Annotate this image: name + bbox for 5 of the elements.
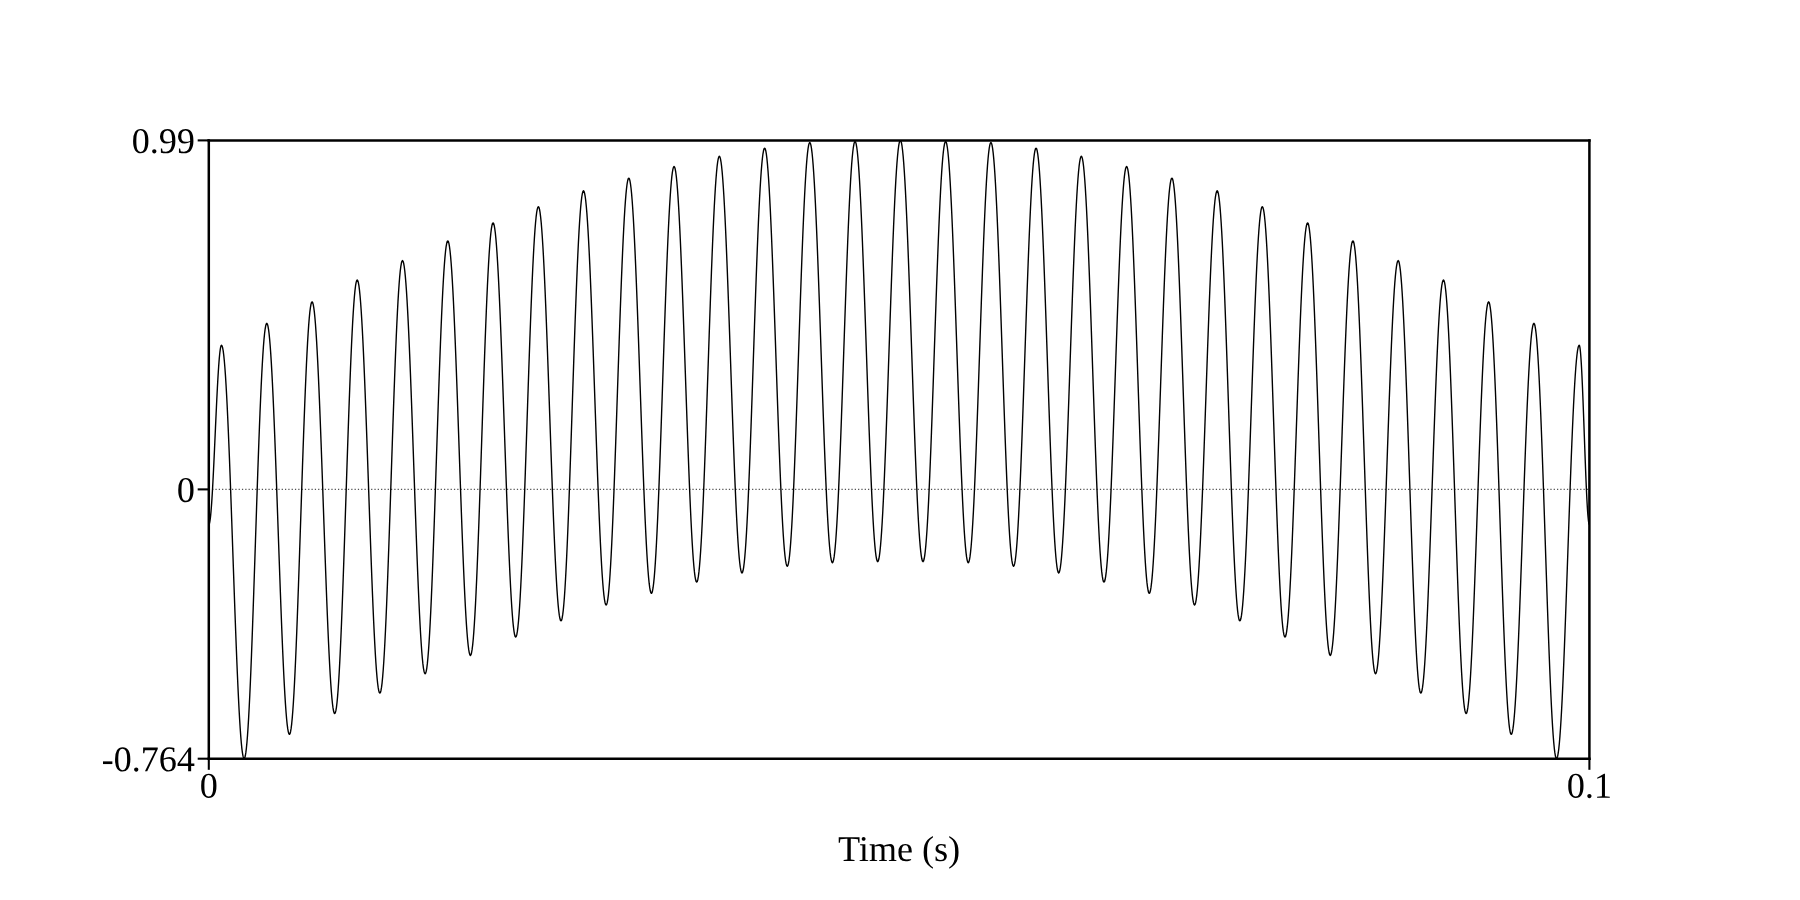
y-tick-label: 0.99 [133, 128, 194, 154]
y-tick-label: 0 [178, 477, 194, 503]
x-tick-label: 0.1 [1568, 773, 1610, 799]
x-axis-title: Time (s) [838, 835, 959, 869]
y-tick-label: -0.764 [102, 747, 195, 772]
